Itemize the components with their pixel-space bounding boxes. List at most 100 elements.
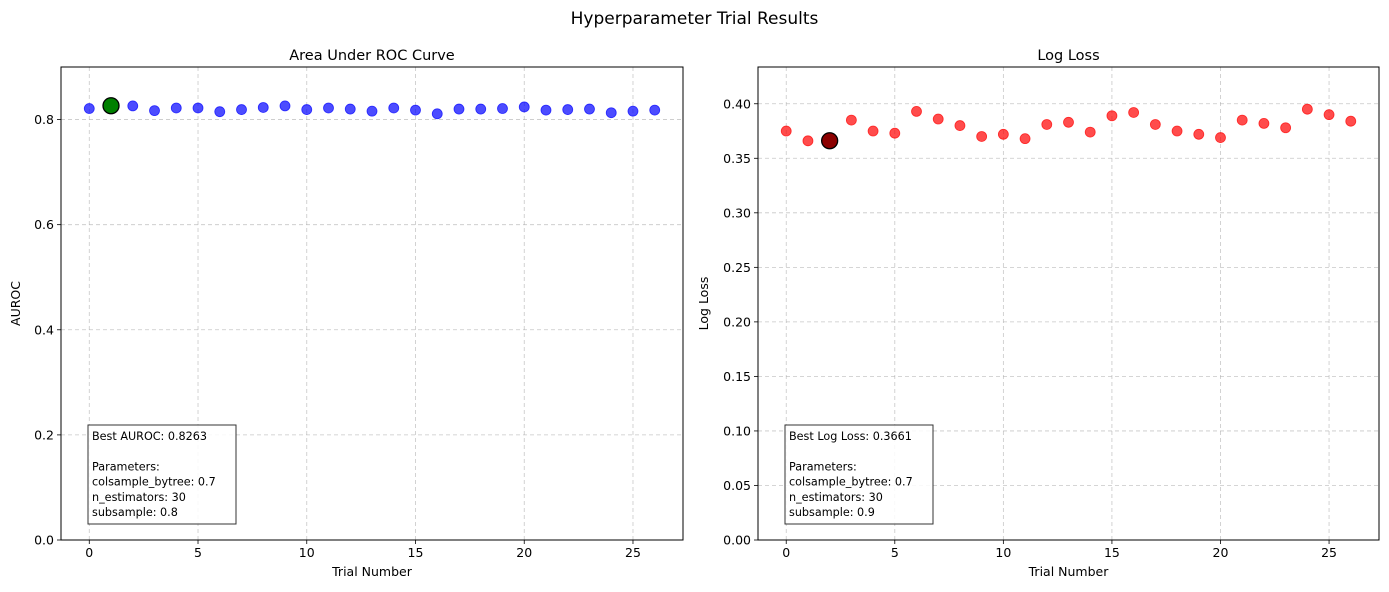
y-tick-label: 0.00 [723,533,751,548]
x-tick-label: 10 [299,545,315,560]
data-point [605,107,617,119]
y-tick-label: 0.30 [723,205,751,220]
data-point [388,102,400,114]
annotation-line: Best Log Loss: 0.3661 [789,430,912,443]
y-tick-label: 0.05 [723,478,751,493]
data-point [562,104,574,115]
data-point [192,102,204,114]
annotation-line: Parameters: [789,460,857,473]
figure-title: Hyperparameter Trial Results [571,9,819,29]
annotation-line: colsample_bytree: 0.7 [789,476,913,489]
data-point [1019,133,1031,145]
data-point [475,103,487,115]
plot-frame [757,66,1380,541]
data-point [1063,116,1074,128]
best-point [102,97,120,115]
data-point [1193,128,1205,140]
data-point [1280,122,1292,134]
y-tick-label: 0.35 [723,151,751,166]
data-point [1149,119,1161,130]
data-point [453,103,465,115]
data-point [802,135,814,147]
data-point [257,102,269,113]
data-point [889,127,901,139]
x-tick-label: 15 [408,545,424,560]
annotation-line: subsample: 0.8 [92,506,178,519]
annotation-line: subsample: 0.9 [789,506,875,519]
data-point [1215,132,1226,143]
data-point [1345,115,1357,127]
subplot-1: 0 5 10 15 20 25 0.0 0.2 0.4 0.6 0.8 Area Under ROC … [8,48,684,579]
data-point [214,106,226,118]
data-point [1301,103,1313,115]
annotation-box: Best AUROC: 0.8263 Parameters: colsample_b… [87,424,237,525]
y-tick-label: 0.15 [723,369,751,384]
data-point [170,102,182,114]
y-axis-label: Log Loss [696,277,711,331]
plot-frame [60,66,684,541]
y-tick-label: 0.10 [723,423,751,438]
annotation-box: Best Log Loss: 0.3661 Parameters: colsampl… [784,424,934,525]
y-tick-label: 0.4 [34,322,54,337]
data-point [845,114,857,126]
annotation-line: Parameters: [92,460,160,473]
data-point [1084,126,1096,138]
data-point [1106,110,1118,122]
data-point [954,120,966,131]
data-point [1258,117,1270,129]
annotation-frame [87,424,237,525]
data-point [279,100,291,112]
annotation-line: colsample_bytree: 0.7 [92,476,216,489]
data-point [1128,107,1140,118]
data-point [932,113,944,125]
x-tick-label: 0 [85,545,93,560]
y-tick-label: 0.8 [34,112,54,127]
data-point [366,105,378,117]
data-point [344,103,356,115]
y-tick-label: 0.40 [723,96,751,111]
y-tick-label: 0.0 [34,533,54,548]
x-tick-label: 20 [516,545,532,560]
data-point [1041,119,1053,130]
x-tick-label: 10 [995,545,1011,560]
x-tick-label: 5 [194,545,202,560]
data-point [867,125,879,137]
data-point [323,102,334,114]
x-tick-label: 25 [1321,545,1337,560]
y-tick-label: 0.25 [723,260,751,275]
data-point [997,128,1009,140]
y-tick-label: 0.6 [34,217,54,232]
x-tick-label: 25 [625,545,641,560]
data-point [780,125,792,137]
data-point [431,108,443,120]
x-tick-label: 20 [1213,545,1229,560]
data-point [1236,114,1248,126]
annotation-line: n_estimators: 30 [92,491,186,504]
annotation-frame [784,424,934,525]
data-point [540,104,552,116]
y-tick-label: 0.2 [34,427,54,442]
data-point [410,104,421,116]
y-axis-label: AUROC [8,281,23,326]
x-tick-label: 15 [1104,545,1120,560]
annotation-line: Best AUROC: 0.8263 [92,430,207,443]
data-point [1323,109,1335,121]
data-point [649,104,661,116]
data-point [584,103,595,115]
data-point [976,131,988,142]
data-point [83,103,95,114]
x-tick-label: 5 [891,545,899,560]
data-point [301,104,313,115]
data-point [149,105,160,117]
x-axis-label: Trial Number [331,564,413,579]
data-point [127,100,139,112]
data-point [911,105,922,117]
data-point [1171,125,1183,137]
x-axis-label: Trial Number [1028,564,1110,579]
data-point [518,101,530,113]
subplot-title: Area Under ROC Curve [289,48,455,64]
subplot-title: Log Loss [1037,48,1099,64]
data-point [497,103,508,114]
